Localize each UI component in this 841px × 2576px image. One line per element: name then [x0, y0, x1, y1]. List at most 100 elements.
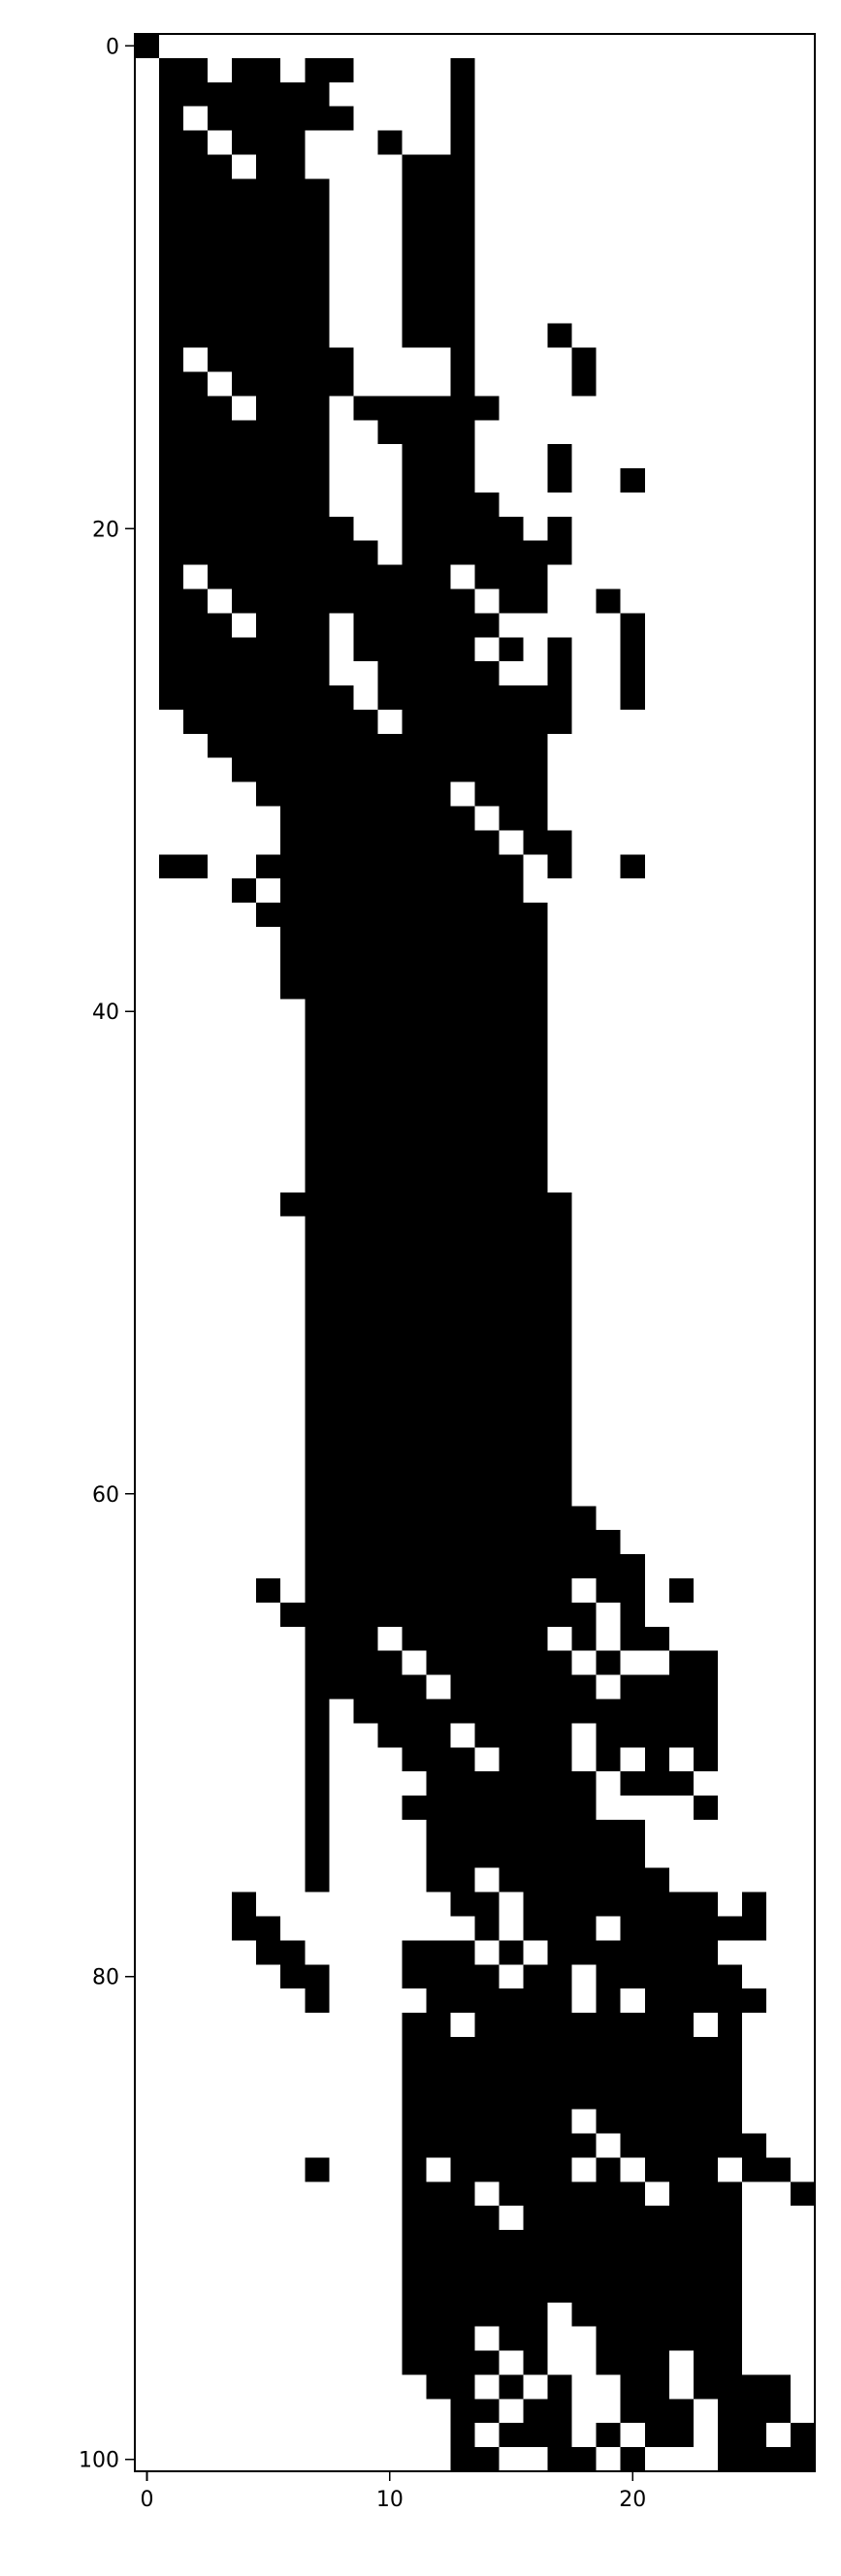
cell [159, 1023, 184, 1048]
cell [450, 1071, 475, 1097]
cell [499, 1264, 524, 1289]
cell [256, 1530, 281, 1555]
cell [499, 1819, 524, 1845]
cell [547, 2423, 573, 2448]
cell [668, 1167, 695, 1193]
cell [159, 516, 184, 542]
cell [353, 1481, 378, 1507]
cell [377, 2399, 403, 2424]
cell [232, 203, 257, 228]
cell [135, 2157, 160, 2182]
cell [741, 1409, 767, 1435]
cell [402, 1771, 427, 1797]
cell [765, 1481, 792, 1507]
cell [329, 227, 354, 252]
cell [620, 878, 646, 904]
cell [790, 1988, 816, 2014]
cell [620, 1843, 646, 1869]
cell [256, 2060, 281, 2086]
cell [377, 81, 403, 108]
cell [499, 1723, 524, 1748]
cell [620, 1554, 646, 1579]
cell [693, 757, 719, 783]
cell [571, 1313, 598, 1338]
cell [717, 733, 743, 759]
cell [450, 154, 475, 179]
cell [305, 251, 330, 276]
cell [644, 1361, 670, 1386]
cell [426, 1288, 451, 1314]
cell [305, 1940, 330, 1965]
cell [183, 34, 209, 59]
cell [547, 903, 573, 928]
cell [450, 299, 475, 325]
cell [183, 154, 209, 179]
cell [159, 2084, 184, 2111]
cell [135, 757, 160, 783]
cell [571, 2350, 598, 2375]
cell [329, 1409, 354, 1435]
cell [305, 468, 330, 493]
cell [668, 1867, 695, 1893]
cell [450, 685, 475, 711]
cell [523, 1433, 549, 1458]
cell [741, 974, 767, 1001]
cell [523, 130, 549, 155]
cell [644, 1120, 670, 1145]
cell [135, 2326, 160, 2351]
cell [208, 2374, 233, 2400]
cell [620, 106, 646, 131]
cell [305, 1384, 330, 1411]
cell [693, 1457, 719, 1482]
cell [377, 251, 403, 276]
cell [402, 2060, 427, 2086]
cell [644, 1723, 670, 1748]
cell [353, 1723, 378, 1748]
cell [232, 34, 257, 59]
cell [256, 1167, 281, 1193]
cell [305, 1626, 330, 1652]
cell [668, 2133, 695, 2158]
cell [402, 468, 427, 493]
cell [741, 854, 767, 879]
cell [256, 709, 281, 735]
cell [377, 2302, 403, 2328]
cell [305, 2109, 330, 2134]
cell [644, 1940, 670, 1965]
cell [208, 396, 233, 421]
cell [159, 2302, 184, 2328]
cell [450, 2423, 475, 2448]
cell [183, 251, 209, 276]
cell [426, 1650, 451, 1675]
cell [693, 1264, 719, 1289]
cell [741, 274, 767, 301]
cell [256, 685, 281, 711]
cell [620, 1481, 646, 1507]
cell [741, 1867, 767, 1893]
cell [183, 1288, 209, 1314]
cell [765, 1457, 792, 1482]
cell [693, 2447, 719, 2472]
cell [232, 1167, 257, 1193]
cell [620, 1796, 646, 1821]
x-tick-label: 10 [376, 2488, 404, 2512]
cell [353, 2109, 378, 2134]
cell [741, 1843, 767, 1869]
cell [571, 34, 598, 59]
cell [305, 757, 330, 783]
cell [790, 1578, 816, 1604]
cell [474, 1167, 500, 1193]
cell [693, 974, 719, 1001]
cell [741, 396, 767, 421]
cell [693, 1650, 719, 1675]
cell [765, 2206, 792, 2231]
cell [741, 81, 767, 108]
cell [353, 2423, 378, 2448]
cell [499, 347, 524, 372]
cell [159, 2230, 184, 2255]
cell [402, 2277, 427, 2304]
cell [305, 1240, 330, 1265]
cell [256, 637, 281, 662]
cell [668, 926, 695, 952]
cell [426, 106, 451, 131]
